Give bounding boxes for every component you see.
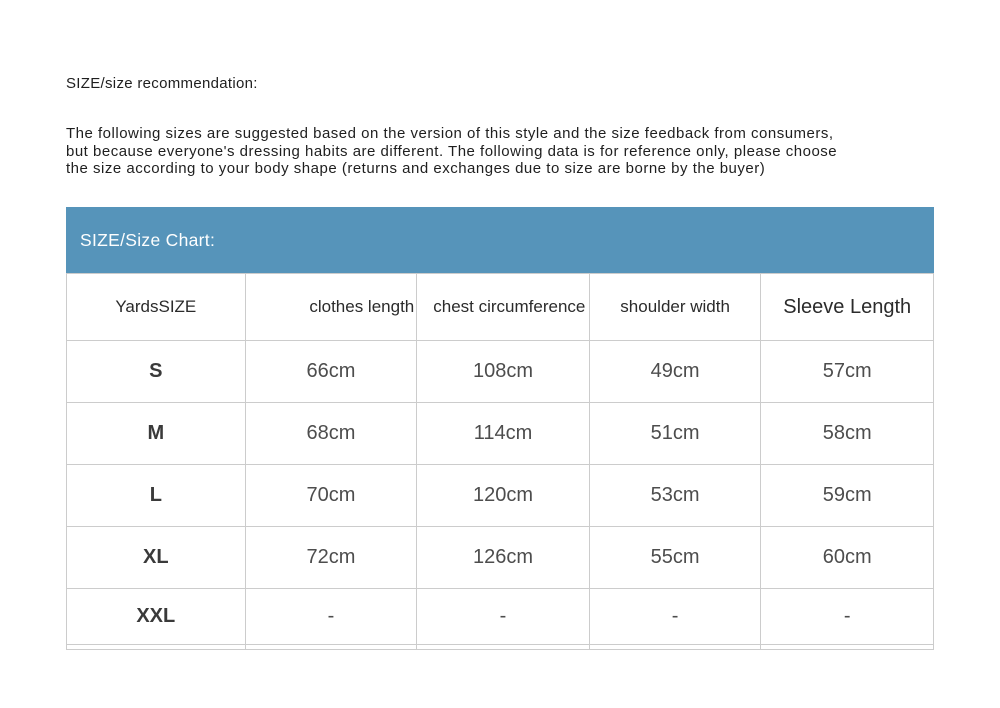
intro-line-2: but because everyone's dressing habits a… [66, 142, 838, 160]
clothes-length-value: 68cm [244, 402, 418, 465]
intro-line-3: the size according to your body shape (r… [66, 160, 766, 177]
column-header-sleeve-length: Sleeve Length [760, 273, 934, 341]
chest-circumference-value: 120cm [416, 464, 590, 527]
shoulder-width-value: 49cm [588, 340, 762, 403]
size-label: L [66, 464, 246, 527]
clothes-length-value: - [244, 588, 418, 645]
sleeve-length-value: 59cm [760, 464, 934, 527]
column-header-clothes-length: clothes length [244, 273, 418, 341]
shoulder-width-value: - [588, 588, 762, 645]
table-row-s: S 66cm 108cm 49cm 57cm [66, 340, 934, 403]
size-label: M [66, 402, 246, 465]
chest-circumference-value: 126cm [416, 526, 590, 589]
sleeve-length-value: - [760, 588, 934, 645]
table-header-row: YardsSIZE clothes length chest circumfer… [66, 273, 934, 341]
table-empty-sliver-row [66, 644, 934, 650]
sleeve-length-value: 60cm [760, 526, 934, 589]
sleeve-length-value: 58cm [760, 402, 934, 465]
intro-line-1: The following sizes are suggested based … [66, 125, 834, 142]
size-chart-heading: SIZE/Size Chart: [80, 229, 216, 250]
shoulder-width-value: 53cm [588, 464, 762, 527]
table-row-l: L 70cm 120cm 53cm 59cm [66, 464, 934, 527]
size-chart-header-bar: SIZE/Size Chart: [66, 207, 934, 273]
table-row-xl: XL 72cm 126cm 55cm 60cm [66, 526, 934, 589]
clothes-length-value: 70cm [244, 464, 418, 527]
column-header-chest-circumference: chest circumference [416, 273, 590, 341]
table-row-xxl: XXL - - - - [66, 588, 934, 645]
clothes-length-value: 72cm [244, 526, 418, 589]
chest-circumference-value: - [416, 588, 590, 645]
page-title: SIZE/size recommendation: [66, 75, 258, 92]
size-label: XXL [66, 588, 246, 645]
chest-circumference-value: 108cm [416, 340, 590, 403]
table-row-m: M 68cm 114cm 51cm 58cm [66, 402, 934, 465]
size-chart-table: YardsSIZE clothes length chest circumfer… [66, 273, 934, 650]
shoulder-width-value: 51cm [588, 402, 762, 465]
clothes-length-value: 66cm [244, 340, 418, 403]
chest-circumference-value: 114cm [416, 402, 590, 465]
intro-paragraph: The following sizes are suggested based … [66, 125, 946, 178]
column-header-size: YardsSIZE [66, 273, 246, 341]
size-label: S [66, 340, 246, 403]
shoulder-width-value: 55cm [588, 526, 762, 589]
size-label: XL [66, 526, 246, 589]
sleeve-length-value: 57cm [760, 340, 934, 403]
column-header-shoulder-width: shoulder width [588, 273, 762, 341]
